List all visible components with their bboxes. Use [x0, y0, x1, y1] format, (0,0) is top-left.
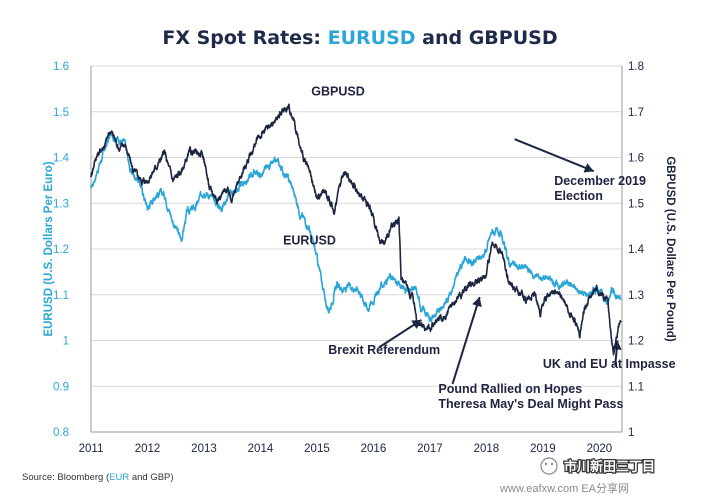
left-tick-label: 1.2: [53, 244, 69, 256]
chart-title: FX Spot Rates: EURUSD and GBPUSD: [162, 27, 557, 49]
annotation: UK and EU at Impasse: [543, 357, 676, 371]
x-tick-label: 2017: [417, 443, 443, 455]
left-tick-label: 1: [63, 336, 69, 348]
x-tick-label: 2012: [135, 443, 161, 455]
title-part-0: FX Spot Rates:: [162, 27, 327, 49]
right-tick-label: 1: [628, 427, 634, 439]
arrow-head: [583, 163, 594, 173]
annotation: GBPUSD: [311, 85, 364, 99]
left-tick-label: 1.1: [53, 290, 69, 302]
wechat-icon-eye: [550, 462, 554, 466]
x-tick-label: 2015: [304, 443, 330, 455]
series-lines: [90, 103, 622, 356]
annotation-line: UK and EU at Impasse: [543, 357, 676, 371]
right-tick-label: 1.2: [628, 336, 644, 348]
title-part-2: and GBPUSD: [416, 27, 558, 49]
x-tick-label: 2016: [361, 443, 387, 455]
x-tick-label: 2011: [79, 443, 104, 455]
right-tick-label: 1.3: [628, 290, 644, 302]
watermark-name: 市川新田三丁目: [564, 459, 655, 474]
annotation: December 2019 Election: [554, 174, 646, 203]
x-tick-label: 2013: [191, 443, 217, 455]
right-tick-label: 1.6: [628, 153, 644, 165]
right-axis-label: GBPUSD (U.S. Dollars Per Pound): [664, 156, 676, 341]
annotation-line: Brexit Referendum: [328, 343, 440, 357]
left-tick-label: 1.4: [53, 153, 70, 165]
right-tick-label: 1.5: [628, 198, 644, 210]
annotation-line: December 2019: [554, 174, 646, 188]
annotation-line: Election: [554, 189, 603, 203]
grid-lines: [91, 65, 622, 433]
x-tick-label: 2014: [248, 443, 274, 455]
x-tick-label: 2018: [474, 443, 500, 455]
left-tick-label: 1.6: [53, 61, 69, 73]
annotation: Pound Rallied on Hopes Theresa May's Deal…: [438, 382, 623, 411]
left-axis-label: EURUSD (U.S. Dollars Per Euro): [43, 161, 55, 336]
left-tick-label: 0.8: [53, 427, 69, 439]
annotation-line: Pound Rallied on Hopes: [438, 382, 582, 396]
annotation-arrow: [514, 138, 595, 173]
source-part-1: EUR: [109, 472, 129, 483]
source-part-0: Source: Bloomberg (: [22, 472, 110, 483]
source-note: Source: Bloomberg (EUR and GBP): [22, 472, 174, 483]
annotation: EURUSD: [283, 233, 336, 247]
x-tick-label: 2020: [587, 443, 613, 455]
x-tick-label: 2019: [530, 443, 556, 455]
right-tick-label: 1.7: [628, 107, 644, 119]
right-tick-label: 1.1: [628, 381, 644, 393]
watermark-url: www.eafxw.com EA分享网: [499, 481, 629, 495]
right-tick-label: 1.8: [628, 61, 644, 73]
annotation-arrow: [451, 296, 481, 385]
series-line-gbpusd: [90, 103, 622, 356]
wechat-icon: [540, 457, 558, 475]
left-tick-label: 1.5: [53, 107, 69, 119]
series-line-eurusd: [90, 131, 622, 323]
axes: 0.8 0.9 1 1.1 1.2 1.3 1.4 1.5 1.6 1 1.1 1.2 1.3 1.4 1.…: [43, 61, 676, 455]
title-part-1: EURUSD: [328, 27, 416, 49]
watermark: 市川新田三丁目 www.eafxw.com EA分享网: [499, 457, 656, 495]
arrow-head: [411, 319, 422, 330]
left-tick-label: 0.9: [53, 381, 69, 393]
wechat-icon-eye: [544, 462, 548, 466]
annotation-line: Theresa May's Deal Might Pass: [438, 397, 623, 411]
arrow-head: [611, 340, 622, 350]
left-tick-label: 1.3: [53, 198, 69, 210]
annotation-line: EURUSD: [283, 233, 336, 247]
arrow-head: [472, 297, 482, 308]
right-tick-label: 1.4: [628, 244, 645, 256]
annotation-line: GBPUSD: [311, 85, 364, 99]
annotation: Brexit Referendum: [328, 343, 440, 357]
source-part-2: and GBP): [129, 472, 173, 483]
annotations: GBPUSD EURUSD December 2019 Election Brexit …: [283, 85, 676, 411]
